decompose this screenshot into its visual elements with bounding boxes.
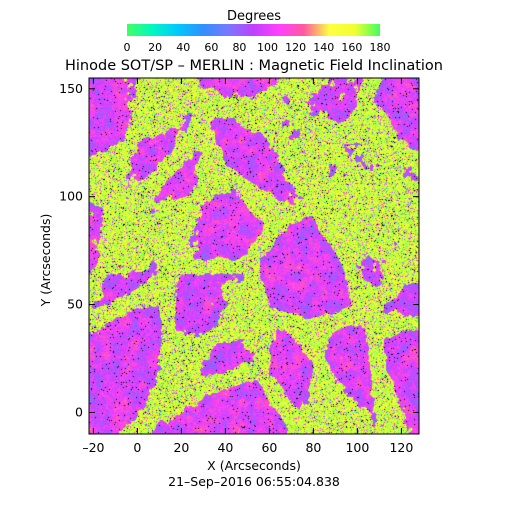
chart-title: Hinode SOT/SP – MERLIN : Magnetic Field … — [65, 58, 443, 74]
colorbar-tick-label: 60 — [204, 41, 218, 54]
x-axis: –20 0 20 40 60 80 100 120 — [82, 78, 413, 455]
colorbar-tick-label: 40 — [176, 41, 190, 54]
timestamp: 21–Sep–2016 06:55:04.838 — [168, 474, 340, 489]
colorbar-ticks: 0 20 40 60 80 100 120 140 160 180 — [124, 41, 391, 54]
plot-frame — [88, 77, 420, 435]
heatmap-plot-area — [89, 78, 419, 434]
colorbar-label: Degrees — [227, 9, 281, 24]
x-tick-label: 100 — [345, 440, 369, 455]
y-axis-label: Y (Arcseconds) — [38, 214, 53, 308]
y-tick-label: 100 — [59, 189, 83, 204]
x-tick-label: 80 — [305, 440, 321, 455]
y-tick-label: 0 — [75, 404, 83, 419]
inclination-heatmap — [89, 78, 419, 434]
colorbar-tick-label: 160 — [341, 41, 362, 54]
y-tick-label: 50 — [67, 297, 83, 312]
x-tick-label: –20 — [82, 440, 104, 455]
colorbar-tick-label: 0 — [124, 41, 131, 54]
colorbar-tick-label: 100 — [257, 41, 278, 54]
colorbar-tick-label: 120 — [285, 41, 306, 54]
colorbar-tick-label: 140 — [313, 41, 334, 54]
y-tick-label: 150 — [59, 81, 83, 96]
colorbar-tick-label: 20 — [148, 41, 162, 54]
x-tick-label: 0 — [133, 440, 141, 455]
colorbar — [127, 24, 380, 36]
x-tick-label: 40 — [217, 440, 233, 455]
colorbar-tick-label: 80 — [232, 41, 246, 54]
x-tick-label: 20 — [173, 440, 189, 455]
x-tick-label: 120 — [389, 440, 413, 455]
y-axis: 0 50 100 150 — [59, 81, 419, 419]
colorbar-tick-label: 180 — [370, 41, 391, 54]
x-axis-label: X (Arcseconds) — [207, 458, 301, 473]
x-tick-label: 60 — [261, 440, 277, 455]
